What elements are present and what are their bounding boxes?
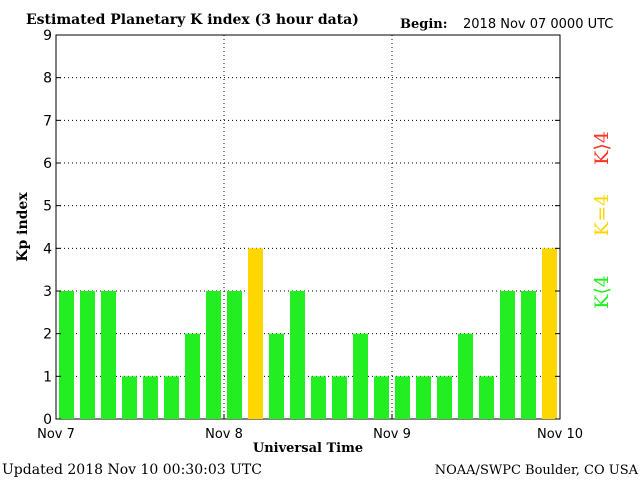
kp-bar [416, 376, 431, 419]
kp-bar [374, 376, 389, 419]
begin-label: Begin: [400, 17, 448, 32]
y-tick-label: 1 [43, 369, 52, 385]
kp-bar [332, 376, 347, 419]
x-tick-label: Nov 10 [537, 427, 583, 442]
y-tick-label: 3 [43, 284, 52, 300]
bar-layer [59, 248, 557, 419]
kp-bar [542, 248, 557, 419]
y-tick-label: 0 [43, 412, 52, 428]
kp-bar [122, 376, 137, 419]
grid-layer [56, 35, 560, 419]
kp-bar [269, 333, 284, 419]
x-tick-layer: Nov 7 Nov 8 Nov 9 Nov 10 [37, 414, 583, 442]
legend-kp-equal-4: K=4 [591, 194, 613, 236]
kp-bar [290, 291, 305, 419]
y-tick-layer: 0 1 2 3 4 5 6 7 8 9 [43, 28, 560, 428]
kp-bar [59, 291, 74, 419]
x-tick-label: Nov 8 [205, 427, 243, 442]
kp-bar [458, 333, 473, 419]
chart-title: Estimated Planetary K index (3 hour data… [26, 12, 359, 28]
kp-bar [143, 376, 158, 419]
y-tick-label: 6 [43, 156, 52, 172]
y-axis-label: Kp index [15, 192, 31, 262]
kp-bar [206, 291, 221, 419]
kp-bar [101, 291, 116, 419]
y-tick-label: 5 [43, 199, 52, 215]
kp-bar [311, 376, 326, 419]
kp-bar [248, 248, 263, 419]
y-tick-label: 4 [43, 241, 52, 257]
y-tick-label: 9 [43, 28, 52, 44]
kp-bar [500, 291, 515, 419]
kp-bar [479, 376, 494, 419]
kp-bar [185, 333, 200, 419]
x-tick-label: Nov 7 [37, 427, 75, 442]
legend-kp-below-4: K⟨4 [591, 275, 613, 309]
x-axis-label: Universal Time [253, 441, 363, 456]
y-tick-label: 7 [43, 113, 52, 129]
y-tick-label: 2 [43, 327, 52, 343]
kp-bar [521, 291, 536, 419]
y-tick-label: 8 [43, 71, 52, 87]
kp-bar [80, 291, 95, 419]
plot-frame [55, 34, 561, 420]
source-credit: NOAA/SWPC Boulder, CO USA [435, 463, 639, 478]
updated-timestamp: Updated 2018 Nov 10 00:30:03 UTC [2, 462, 262, 478]
kp-bar [164, 376, 179, 419]
kp-bar [395, 376, 410, 419]
legend-kp-above-4: K⟩4 [591, 131, 613, 165]
kp-bar [437, 376, 452, 419]
kp-bar [353, 333, 368, 419]
x-tick-label: Nov 9 [373, 427, 411, 442]
kp-bar [227, 291, 242, 419]
begin-value: 2018 Nov 07 0000 UTC [463, 17, 613, 32]
